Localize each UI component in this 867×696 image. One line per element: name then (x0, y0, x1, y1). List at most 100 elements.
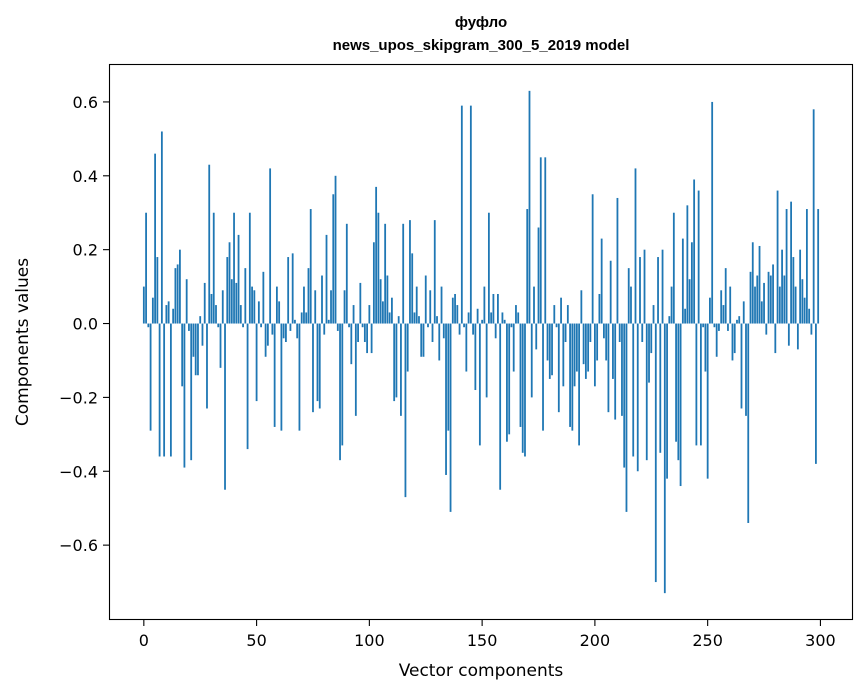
bar-81 (325, 234, 328, 324)
bar-229 (659, 323, 662, 453)
bar-156 (494, 323, 497, 339)
bar-84 (332, 194, 335, 324)
bar-66 (291, 253, 294, 324)
bar-35 (221, 290, 224, 324)
bar-196 (584, 323, 587, 379)
bar-182 (553, 305, 556, 324)
x-tick-label: 200 (580, 631, 611, 650)
bar-37 (226, 257, 229, 324)
bar-214 (625, 323, 628, 512)
bar-213 (623, 323, 626, 468)
bar-181 (551, 323, 553, 376)
bar-57 (271, 323, 274, 335)
bar-201 (596, 323, 599, 361)
bar-238 (679, 323, 682, 487)
bar-246 (697, 190, 700, 324)
bar-65 (289, 323, 292, 331)
bar-24 (197, 323, 199, 376)
bar-143 (465, 323, 468, 372)
bar-19 (185, 279, 188, 324)
bar-275 (763, 282, 765, 324)
bar-7 (158, 323, 161, 457)
bar-86 (336, 323, 339, 331)
bar-153 (487, 212, 490, 324)
bar-217 (632, 323, 635, 457)
bar-114 (400, 323, 402, 416)
bar-12 (169, 323, 172, 457)
bar-198 (589, 323, 592, 342)
bar-251 (709, 297, 711, 324)
bar-106 (381, 301, 384, 324)
bar-178 (544, 157, 547, 324)
bar-90 (345, 223, 348, 324)
bar-98 (363, 323, 366, 342)
bar-51 (257, 301, 260, 324)
bar-187 (564, 323, 567, 342)
bar-199 (591, 194, 594, 324)
bar-139 (456, 305, 459, 324)
bar-140 (458, 323, 461, 335)
bar-126 (427, 323, 429, 328)
bar-166 (517, 312, 520, 324)
bar-274 (760, 301, 763, 324)
bar-207 (609, 260, 612, 324)
bar-247 (699, 323, 702, 446)
bar-8 (160, 131, 163, 324)
bar-87 (339, 323, 341, 461)
bar-0 (142, 286, 145, 324)
bar-244 (693, 179, 696, 324)
bar-62 (282, 323, 285, 339)
bar-162 (508, 323, 511, 435)
bar-58 (273, 323, 276, 427)
bar-263 (736, 319, 738, 324)
bar-252 (711, 101, 714, 324)
x-tick-label: 150 (467, 631, 498, 650)
bar-256 (720, 290, 723, 324)
bar-294 (805, 209, 808, 324)
bar-46 (246, 323, 249, 450)
bar-215 (627, 268, 630, 324)
bar-107 (384, 223, 387, 324)
bar-63 (285, 323, 287, 342)
bar-125 (424, 275, 427, 324)
bar-235 (672, 212, 675, 324)
bar-276 (765, 323, 768, 335)
bar-102 (372, 242, 375, 324)
bar-32 (215, 305, 217, 324)
bar-177 (542, 323, 544, 431)
bar-25 (199, 316, 202, 324)
bar-278 (769, 275, 772, 324)
y-axis-label: Components values (13, 258, 33, 426)
bar-194 (580, 290, 583, 324)
bar-188 (566, 305, 569, 324)
bar-6 (156, 257, 159, 324)
bar-88 (341, 323, 344, 446)
bar-296 (810, 323, 813, 335)
bar-23 (194, 323, 197, 376)
bar-200 (593, 323, 596, 387)
bar-75 (312, 323, 314, 413)
bar-149 (478, 323, 481, 446)
bar-118 (409, 220, 411, 324)
bar-38 (228, 242, 231, 324)
bar-151 (483, 286, 486, 324)
bar-14 (174, 268, 177, 324)
bar-241 (686, 205, 689, 324)
bar-69 (298, 323, 301, 431)
bar-293 (803, 297, 806, 324)
bar-99 (366, 323, 368, 354)
bar-94 (354, 323, 357, 416)
bar-279 (772, 264, 774, 324)
bar-218 (634, 168, 637, 324)
bar-73 (307, 268, 310, 324)
bar-18 (183, 323, 186, 468)
bar-222 (643, 249, 646, 324)
bar-138 (454, 293, 456, 324)
bar-103 (375, 186, 378, 324)
bar-21 (190, 323, 193, 461)
bar-54 (264, 323, 267, 357)
bar-261 (731, 323, 734, 361)
bar-74 (309, 209, 312, 324)
bar-144 (467, 312, 470, 324)
bar-239 (681, 238, 684, 324)
